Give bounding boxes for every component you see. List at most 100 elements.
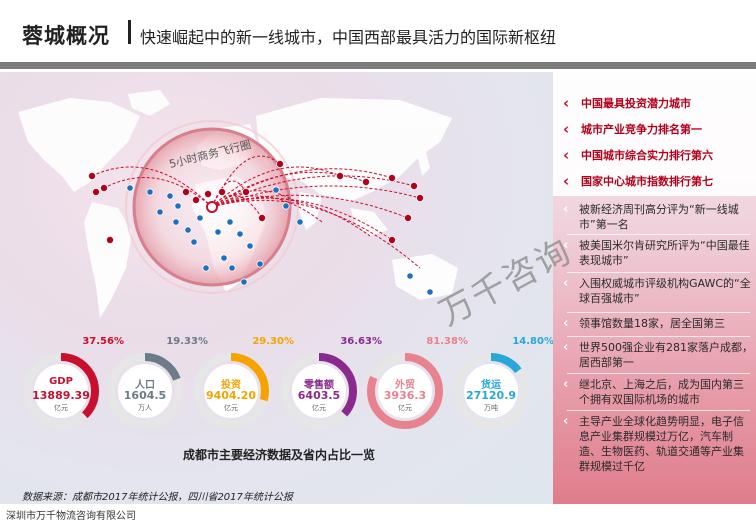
stat-percent: 29.30%	[252, 336, 294, 347]
city-marker	[146, 188, 154, 196]
stat-ring: 14.80% 货运 27120.9 万吨	[448, 336, 553, 434]
flight-route	[211, 190, 301, 208]
stat-ring-graphic	[23, 353, 99, 429]
stat-ring-arc	[23, 353, 99, 429]
rankings-box	[553, 72, 756, 196]
ranking-text: 城市产业竞争力排名第一	[581, 123, 702, 136]
stat-percent: 37.56%	[82, 336, 124, 347]
footer	[0, 506, 756, 521]
stat-ring-arc	[193, 353, 269, 429]
stat-ring-graphic	[193, 353, 269, 429]
flight-route	[103, 177, 213, 208]
page-subtitle: 快速崛起中的新一线城市，中国西部最具活力的国际新枢纽	[140, 28, 557, 47]
city-marker	[387, 235, 396, 244]
map-panel: 5小时商务飞行圈 37.56% GDP 13889.39 亿元 19.33% 人…	[0, 72, 553, 504]
city-marker	[361, 178, 370, 187]
stat-value: 6403.5	[297, 389, 341, 402]
flight-route	[91, 166, 213, 208]
stat-ring-graphic	[453, 353, 529, 429]
ranking-item: ‹ 中国最具投资潜力城市	[563, 94, 691, 112]
fact-item: ‹ 继北京、上海之后，成为国内第三个拥有双国际机场的城市	[563, 377, 753, 407]
ranking-text: 中国最具投资潜力城市	[581, 97, 691, 110]
stat-ring-arc	[453, 353, 529, 429]
city-marker	[415, 194, 424, 203]
city-marker	[196, 214, 204, 222]
fact-divider	[567, 234, 750, 235]
city-marker	[257, 213, 266, 222]
stat-ring-graphic	[367, 353, 443, 429]
city-marker	[217, 188, 226, 197]
city-marker	[172, 218, 180, 226]
stat-ring-arc	[107, 353, 183, 429]
fact-text: 继北京、上海之后，成为国内第三个拥有双国际机场的城市	[579, 378, 744, 406]
stat-ring: 29.30% 投资 9404.20 亿元	[188, 336, 294, 434]
stat-unit: 万吨	[484, 404, 498, 412]
city-markers	[88, 160, 434, 296]
chevron-left-icon: ‹	[563, 377, 569, 392]
city-marker	[220, 254, 228, 262]
city-marker	[426, 288, 434, 296]
chevron-left-icon: ‹	[563, 146, 570, 164]
city-marker	[184, 226, 192, 234]
chevron-left-icon: ‹	[563, 172, 570, 190]
ranking-item: ‹ 城市产业竞争力排名第一	[563, 120, 702, 138]
city-marker	[241, 188, 250, 197]
world-map	[18, 90, 458, 318]
fact-divider	[567, 272, 750, 273]
ranking-text: 国家中心城市指数排行第七	[581, 175, 713, 188]
highlights-panel: ‹ 中国最具投资潜力城市 ‹ 城市产业竞争力排名第一 ‹ 中国城市综合实力排行第六 ‹ 国家中…	[553, 72, 756, 504]
fact-text: 入围权威城市评级机构GAWC的“全球百强城市”	[579, 277, 751, 305]
city-marker	[406, 272, 414, 280]
header: 蓉城概况 快速崛起中的新一线城市，中国西部最具活力的国际新枢纽	[0, 0, 756, 69]
fact-item: ‹ 被新经济周刊高分评为“新一线城市”第一名	[563, 202, 753, 232]
stat-ring-arc	[281, 353, 357, 429]
chevron-left-icon: ‹	[563, 94, 570, 112]
stat-unit: 亿元	[54, 404, 68, 412]
fact-divider	[567, 336, 750, 337]
chevron-left-icon: ‹	[563, 316, 569, 331]
fact-text: 领事馆数量18家，居全国第三	[579, 317, 725, 330]
city-marker	[296, 218, 304, 226]
stat-label: 零售额	[304, 380, 334, 391]
fact-text: 世界500强企业有281家落户成都，居西部第一	[579, 341, 753, 369]
stat-percent: 36.63%	[340, 336, 382, 347]
city-marker	[106, 235, 115, 244]
ranking-item: ‹ 中国城市综合实力排行第六	[563, 146, 713, 164]
city-marker	[387, 174, 396, 183]
stat-ring: 81.38% 外贸 3936.3 亿元	[362, 336, 468, 434]
city-marker	[272, 186, 280, 194]
ranking-text: 中国城市综合实力排行第六	[581, 149, 713, 162]
chevron-left-icon: ‹	[563, 340, 569, 355]
flight-route	[211, 199, 421, 269]
fact-divider	[567, 312, 750, 313]
city-marker	[92, 188, 101, 197]
stat-ring-graphic	[107, 353, 183, 429]
header-rule	[0, 62, 756, 69]
flight-route	[211, 185, 421, 208]
city-marker	[256, 260, 264, 268]
city-marker	[226, 218, 234, 226]
stat-percent: 81.38%	[426, 336, 468, 347]
city-marker	[214, 228, 222, 236]
city-marker	[409, 182, 418, 191]
stats-caption: 成都市主要经济数据及省内占比一览	[183, 448, 376, 462]
stat-ring-graphic	[281, 353, 357, 429]
city-marker	[282, 202, 290, 210]
stat-ring: 36.63% 零售额 6403.5 亿元	[276, 336, 382, 434]
city-marker	[191, 196, 200, 205]
fact-item: ‹ 领事馆数量18家，居全国第三	[563, 316, 753, 331]
page-title: 蓉城概况	[22, 24, 110, 48]
fact-text: 主导产业全球化趋势明显，电子信息产业集群规模过万亿，汽车制造、生物医药、轨道交通…	[579, 415, 744, 473]
city-marker	[166, 192, 174, 200]
fact-item: ‹ 主导产业全球化趋势明显，电子信息产业集群规模过万亿，汽车制造、生物医药、轨道交…	[563, 414, 753, 474]
fact-divider	[567, 373, 750, 374]
city-marker	[156, 208, 164, 216]
stat-value: 27120.9	[465, 389, 517, 402]
flight-route	[211, 197, 371, 237]
company-name: 深圳市万千物流咨询有限公司	[6, 511, 136, 521]
ranking-item: ‹ 国家中心城市指数排行第七	[563, 172, 713, 190]
stat-unit: 万人	[138, 404, 152, 412]
stat-label: 货运	[481, 380, 501, 391]
city-marker	[335, 172, 344, 181]
stat-label: 外贸	[395, 380, 415, 391]
